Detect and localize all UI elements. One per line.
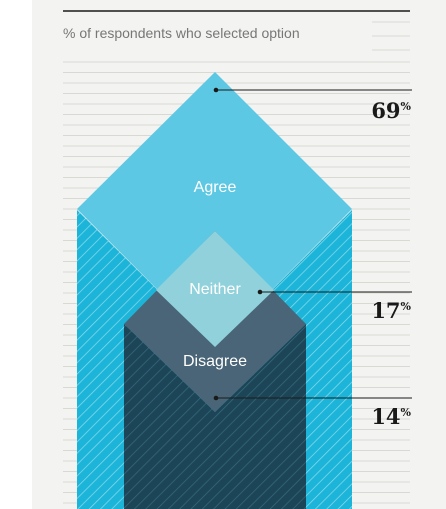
label-disagree: Disagree [183, 353, 247, 370]
label-neither: Neither [189, 281, 241, 298]
value-label-agree: 69% [371, 98, 411, 123]
neither-shape [156, 231, 274, 347]
label-agree: Agree [194, 179, 237, 196]
chart-subtitle: % of respondents who selected option [63, 25, 300, 41]
chart: % of respondents who selected option Agr… [63, 10, 412, 509]
chart-canvas: % of respondents who selected option Agr… [32, 0, 446, 509]
value-label-neither: 17% [371, 298, 411, 323]
value-label-disagree: 14% [371, 404, 411, 429]
disagree-column [124, 324, 306, 509]
agree-shape [77, 72, 352, 347]
